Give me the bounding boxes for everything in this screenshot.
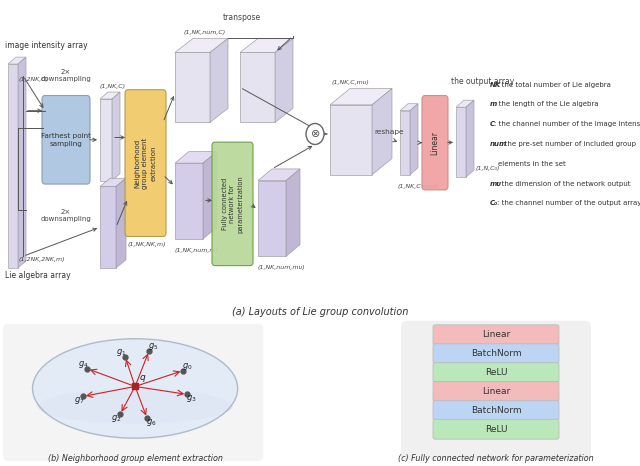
Polygon shape — [240, 52, 275, 123]
Text: the output array: the output array — [451, 77, 515, 86]
Text: (1,NK,C): (1,NK,C) — [100, 83, 126, 89]
Polygon shape — [240, 39, 293, 52]
FancyBboxPatch shape — [3, 324, 263, 461]
Polygon shape — [286, 169, 300, 256]
Text: $g_{5}$: $g_{5}$ — [148, 341, 158, 352]
Text: NK: NK — [490, 82, 501, 88]
FancyBboxPatch shape — [433, 400, 559, 420]
Polygon shape — [258, 169, 300, 181]
Polygon shape — [175, 39, 228, 52]
FancyBboxPatch shape — [401, 321, 591, 460]
Polygon shape — [100, 92, 120, 99]
Polygon shape — [203, 151, 217, 239]
Polygon shape — [100, 186, 116, 268]
Text: (1,NK,num,mᴜ): (1,NK,num,mᴜ) — [258, 265, 306, 270]
Text: ReLU: ReLU — [484, 368, 508, 377]
FancyBboxPatch shape — [42, 96, 90, 184]
Polygon shape — [466, 100, 474, 177]
Circle shape — [306, 123, 324, 144]
Ellipse shape — [38, 389, 233, 424]
FancyBboxPatch shape — [433, 382, 559, 401]
Text: Fully connected
network for
parameterization: Fully connected network for parameteriza… — [221, 175, 243, 233]
Polygon shape — [330, 105, 372, 175]
Polygon shape — [18, 57, 26, 268]
Text: image intensity array: image intensity array — [5, 41, 88, 50]
Text: (1,NK,C,mᴜ): (1,NK,C,mᴜ) — [332, 80, 370, 85]
Text: $g_{3}$: $g_{3}$ — [186, 393, 196, 404]
Text: mᴜ: mᴜ — [490, 181, 502, 186]
Text: reshape: reshape — [374, 129, 403, 135]
FancyBboxPatch shape — [422, 96, 448, 190]
Text: $\otimes$: $\otimes$ — [310, 129, 320, 139]
Polygon shape — [275, 39, 293, 123]
FancyBboxPatch shape — [433, 363, 559, 383]
Polygon shape — [175, 52, 210, 123]
Text: (1,2NK,C): (1,2NK,C) — [19, 76, 49, 82]
Text: $g_{1}$: $g_{1}$ — [116, 347, 126, 358]
Text: m: m — [490, 102, 497, 107]
Text: 2×
downsampling: 2× downsampling — [40, 209, 92, 222]
Polygon shape — [400, 104, 418, 111]
Polygon shape — [456, 100, 474, 107]
Text: $g_{0}$: $g_{0}$ — [182, 361, 193, 372]
Text: : the total number of Lie algebra: : the total number of Lie algebra — [497, 82, 611, 88]
Text: elements in the set: elements in the set — [498, 161, 566, 167]
Polygon shape — [410, 104, 418, 175]
Text: : the length of the Lie algebra: : the length of the Lie algebra — [493, 102, 598, 107]
Text: $g_{7}$: $g_{7}$ — [74, 395, 84, 406]
Polygon shape — [112, 92, 120, 181]
Text: : the pre-set number of included group: : the pre-set number of included group — [500, 141, 637, 147]
Polygon shape — [100, 99, 112, 181]
Text: $g_{6}$: $g_{6}$ — [146, 417, 156, 428]
Text: num: num — [490, 141, 508, 147]
Text: Neighborhood
group element
extraction: Neighborhood group element extraction — [134, 137, 157, 189]
Text: ReLU: ReLU — [484, 425, 508, 434]
Polygon shape — [330, 89, 392, 105]
Ellipse shape — [33, 339, 237, 438]
Text: (1,NK,num,C): (1,NK,num,C) — [184, 30, 227, 35]
Text: Farthest point
sampling: Farthest point sampling — [41, 133, 91, 147]
Text: (1,2NK,2NK,m): (1,2NK,2NK,m) — [19, 257, 66, 262]
Text: (b) Neighborhood group element extraction: (b) Neighborhood group element extractio… — [47, 454, 223, 463]
Polygon shape — [210, 39, 228, 123]
Text: (1,NK,NK,m): (1,NK,NK,m) — [128, 242, 166, 247]
Text: (1,N,C₀): (1,N,C₀) — [476, 166, 500, 171]
Polygon shape — [372, 89, 392, 175]
Text: $q$: $q$ — [139, 373, 147, 384]
Text: $g_{4}$: $g_{4}$ — [77, 359, 88, 370]
Polygon shape — [258, 181, 286, 256]
FancyBboxPatch shape — [433, 325, 559, 345]
Polygon shape — [8, 57, 26, 64]
Text: C₀: C₀ — [490, 200, 499, 206]
Polygon shape — [175, 163, 203, 239]
Polygon shape — [100, 178, 126, 186]
Text: transpose: transpose — [223, 13, 261, 22]
Text: 2×
downsampling: 2× downsampling — [40, 69, 92, 82]
Text: Lie algebra array: Lie algebra array — [5, 271, 70, 280]
Text: : the channel number of the output array: : the channel number of the output array — [497, 200, 640, 206]
Text: (a) Layouts of Lie group convolution: (a) Layouts of Lie group convolution — [232, 307, 408, 317]
Polygon shape — [400, 111, 410, 175]
Text: (1,NK,num,m): (1,NK,num,m) — [175, 248, 219, 253]
Polygon shape — [8, 64, 18, 268]
Text: : the dimension of the network output: : the dimension of the network output — [497, 181, 630, 186]
Text: : the channel number of the image intensity: : the channel number of the image intens… — [493, 121, 640, 127]
Text: BatchNorm: BatchNorm — [470, 406, 522, 415]
Text: Linear: Linear — [431, 130, 440, 155]
Polygon shape — [456, 107, 466, 177]
Text: Linear: Linear — [482, 330, 510, 339]
FancyBboxPatch shape — [212, 142, 253, 266]
Polygon shape — [116, 178, 126, 268]
Polygon shape — [175, 151, 217, 163]
Text: (1,NK,C×mᴜ): (1,NK,C×mᴜ) — [398, 184, 439, 189]
Text: $g_{2}$: $g_{2}$ — [111, 413, 122, 424]
Text: C: C — [490, 121, 495, 127]
Text: Linear: Linear — [482, 387, 510, 396]
Text: BatchNorm: BatchNorm — [470, 349, 522, 358]
FancyBboxPatch shape — [125, 90, 166, 237]
FancyBboxPatch shape — [433, 419, 559, 439]
Text: (c) Fully connected network for parameterization: (c) Fully connected network for paramete… — [398, 454, 594, 463]
FancyBboxPatch shape — [433, 344, 559, 363]
